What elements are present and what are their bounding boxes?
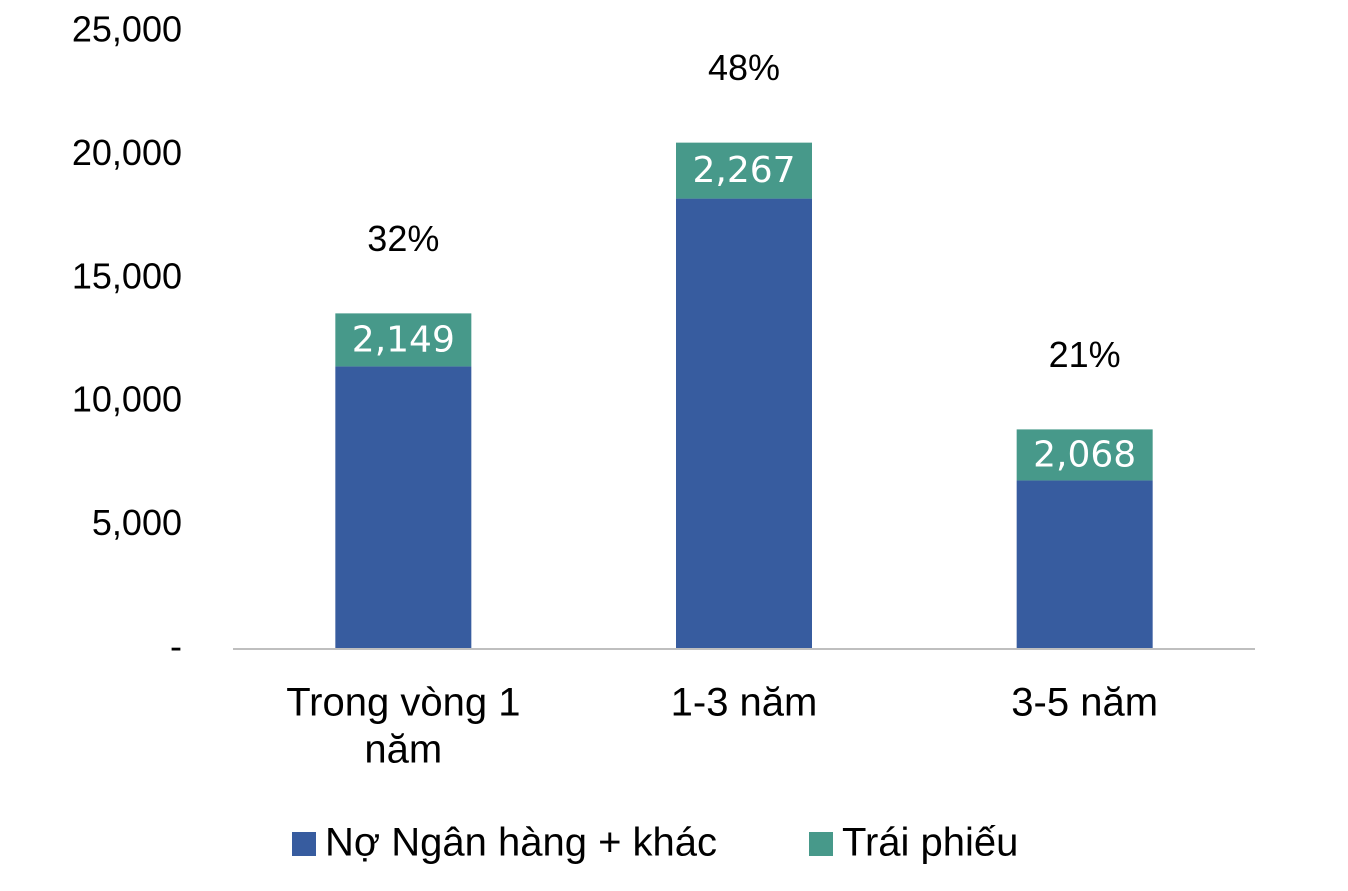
y-tick-label: 20,000 bbox=[72, 132, 182, 173]
x-tick-label: 3-5 năm bbox=[1011, 681, 1158, 725]
share-percent-label: 21% bbox=[1049, 334, 1121, 375]
y-tick-label: 5,000 bbox=[92, 502, 182, 543]
bar-segment-bonds bbox=[1016, 429, 1153, 481]
y-tick-label: 15,000 bbox=[72, 255, 182, 296]
y-tick-label: - bbox=[170, 626, 182, 667]
bars-group bbox=[335, 142, 1153, 649]
bar-segment-bonds bbox=[335, 313, 472, 367]
bar-data-label: 2,267 bbox=[692, 150, 795, 191]
share-labels: 32% 48% 21% bbox=[367, 47, 1120, 375]
bar-data-labels: 2,149 2,267 2,068 bbox=[352, 150, 1136, 475]
bar-segment-bank-debt bbox=[335, 366, 472, 649]
bar-data-label: 2,149 bbox=[352, 319, 455, 360]
bar-segment-bank-debt bbox=[676, 198, 812, 649]
y-tick-label: 10,000 bbox=[72, 379, 182, 420]
share-percent-label: 48% bbox=[708, 47, 780, 88]
bar-data-label: 2,068 bbox=[1033, 434, 1136, 475]
x-tick-label: Trong vòng 1 bbox=[286, 681, 520, 725]
y-axis-tick-labels: - 5,000 10,000 15,000 20,000 25,000 bbox=[72, 9, 182, 667]
legend-swatch-bank-debt bbox=[292, 832, 316, 856]
share-percent-label: 32% bbox=[367, 218, 439, 259]
x-tick-label: 1-3 năm bbox=[671, 681, 818, 725]
legend-label: Trái phiếu bbox=[842, 821, 1018, 865]
y-tick-label: 25,000 bbox=[72, 9, 182, 50]
x-tick-label: năm bbox=[364, 728, 442, 772]
bar-segment-bank-debt bbox=[1016, 480, 1153, 649]
legend-label: Nợ Ngân hàng + khác bbox=[325, 821, 717, 865]
legend-swatch-bonds bbox=[809, 832, 833, 856]
legend: Nợ Ngân hàng + khác Trái phiếu bbox=[292, 821, 1018, 865]
bar-segment-bonds bbox=[676, 142, 812, 199]
